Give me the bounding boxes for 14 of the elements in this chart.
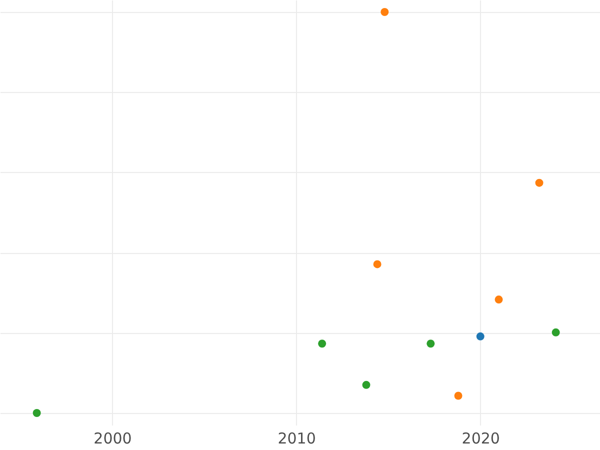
point <box>494 296 503 304</box>
point <box>362 380 370 389</box>
point <box>380 8 389 16</box>
x-tick-label: 2020 <box>462 430 500 448</box>
point <box>454 392 462 400</box>
point <box>318 340 326 348</box>
point <box>535 178 544 187</box>
point <box>552 328 560 336</box>
x-tick-label: 2000 <box>94 430 132 448</box>
point <box>373 260 382 268</box>
point <box>426 340 435 348</box>
x-tick-label: 2010 <box>278 430 316 448</box>
point <box>32 409 41 417</box>
point <box>476 332 484 340</box>
